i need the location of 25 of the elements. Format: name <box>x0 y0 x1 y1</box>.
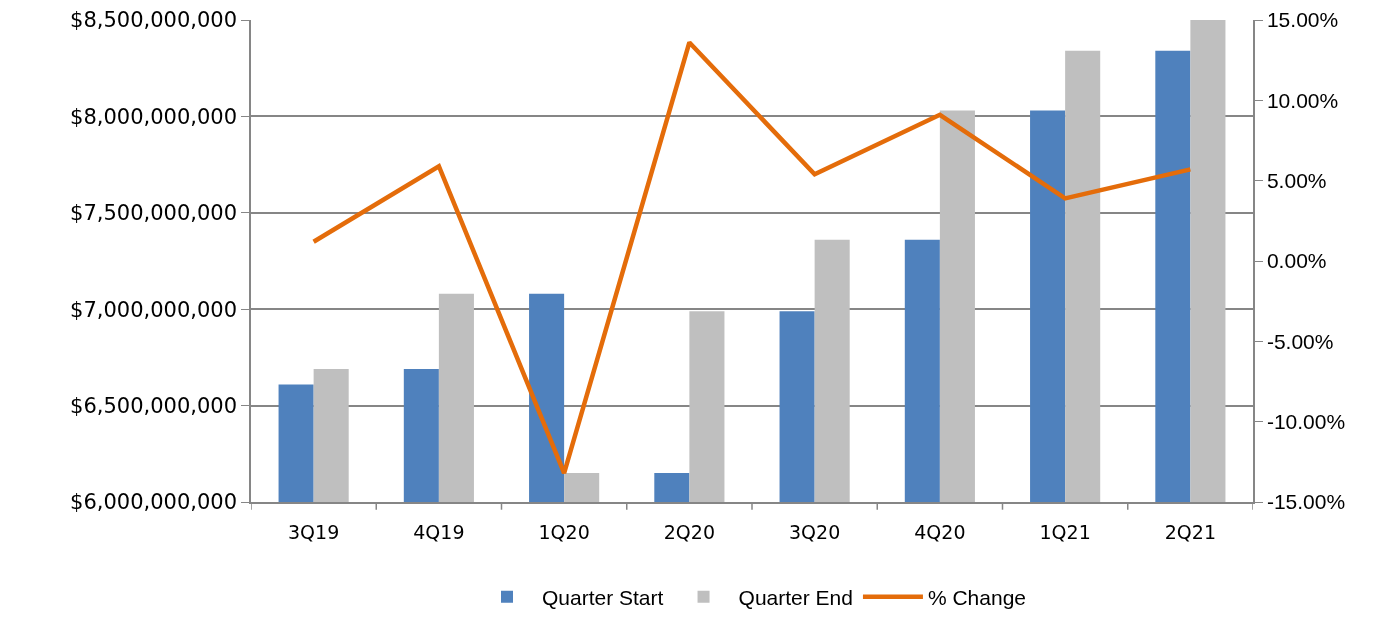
y2-tick-label: -10.00% <box>1266 410 1346 434</box>
x-tick-label: 3Q20 <box>789 520 841 543</box>
x-tick-label: 2Q21 <box>1164 520 1216 543</box>
legend-label: % Change <box>927 586 1027 610</box>
line-series <box>311 40 1193 476</box>
x-tick-label: 2Q20 <box>663 520 715 543</box>
legend-label: Quarter Start <box>542 586 664 610</box>
y2-tick-label: -15.00% <box>1266 490 1346 514</box>
x-tick-label: 1Q20 <box>538 520 590 543</box>
x-tick-label: 3Q19 <box>288 520 340 543</box>
y2-tick-label: 0.00% <box>1266 249 1327 273</box>
y2-tick-label: 5.00% <box>1266 169 1327 193</box>
y-tick-label: $8,500,000,000 <box>70 8 238 33</box>
y-tick-label: $8,000,000,000 <box>70 104 238 129</box>
x-tick-label: 4Q20 <box>914 520 966 543</box>
y-tick-label: $6,000,000,000 <box>70 490 238 515</box>
y2-tick-label: 15.00% <box>1266 8 1339 32</box>
y2-tick-label: -5.00% <box>1266 329 1334 353</box>
y-tick-label: $6,500,000,000 <box>70 393 238 418</box>
y-tick-label: $7,000,000,000 <box>70 297 238 322</box>
y-tick-label: $7,500,000,000 <box>70 201 238 226</box>
x-tick-label: 4Q19 <box>413 520 465 543</box>
x-tick-label: 1Q21 <box>1039 520 1091 543</box>
y2-tick-label: 10.00% <box>1266 88 1339 112</box>
legend-label: Quarter End <box>738 586 853 610</box>
